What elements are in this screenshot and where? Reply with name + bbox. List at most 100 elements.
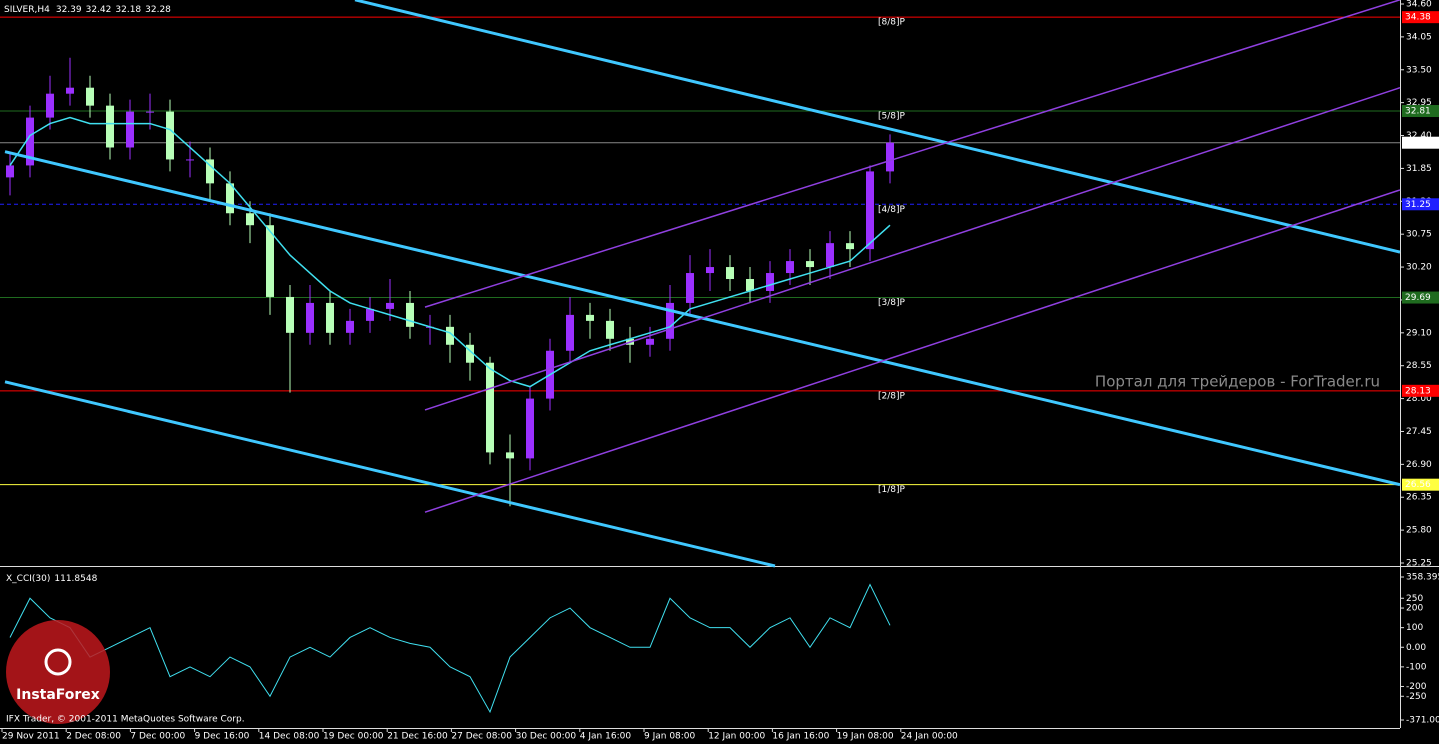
x-tick-label: 27 Dec 08:00 — [451, 732, 512, 742]
candle-body — [26, 117, 34, 166]
y-tick-label: 250 — [1406, 594, 1423, 604]
moving-average — [9, 116, 891, 388]
current-price-tag — [1402, 136, 1439, 149]
x-tick-label: 7 Dec 00:00 — [130, 732, 185, 742]
symbol-header: SILVER,H4 32.39 32.42 32.18 32.28 — [4, 5, 171, 15]
header-price: 32.18 — [115, 5, 141, 15]
trendline — [424, 0, 1401, 308]
candle-body — [246, 213, 254, 226]
candle-body — [286, 296, 294, 333]
y-tick-label: -250 — [1406, 692, 1427, 702]
logo: InstaForex — [6, 620, 110, 724]
y-tick-label: -371.002 — [1406, 716, 1439, 726]
indicator-name: X_CCI(30) — [6, 574, 50, 584]
candle-body — [346, 320, 354, 333]
candle-body — [46, 93, 54, 118]
y-tick-label: 34.05 — [1406, 32, 1432, 42]
candle-body — [826, 243, 834, 268]
candle-body — [606, 320, 614, 339]
level-tag — [1402, 198, 1439, 211]
level-tag — [1402, 11, 1439, 24]
candle-body — [266, 225, 274, 297]
y-tick-label: -100 — [1406, 662, 1427, 672]
y-tick-label: 28.55 — [1406, 361, 1432, 371]
level-label: [4/8]P — [878, 205, 906, 215]
level-label: [2/8]P — [878, 391, 906, 401]
candle-body — [666, 302, 674, 339]
candle-body — [726, 267, 734, 280]
x-tick-label: 9 Jan 08:00 — [644, 732, 696, 742]
candle-body — [846, 243, 854, 250]
y-tick-label: 30.20 — [1406, 263, 1432, 273]
candle-body — [6, 165, 14, 178]
y-tick-label: 32.95 — [1406, 98, 1432, 108]
candle-body — [686, 273, 694, 303]
candle-body — [226, 183, 234, 214]
header-price: 32.42 — [86, 5, 112, 15]
watermark: Портал для трейдеров - ForTrader.ru — [1095, 373, 1380, 391]
y-tick-label: 29.10 — [1406, 328, 1432, 338]
y-tick-label: 26.35 — [1406, 493, 1432, 503]
candle-body — [466, 344, 474, 363]
y-tick-label: -200 — [1406, 682, 1427, 692]
logo-text: InstaForex — [16, 687, 100, 703]
symbol: SILVER,H4 — [4, 5, 50, 15]
candle-body — [866, 171, 874, 250]
candle-body — [386, 302, 394, 309]
trendline — [424, 189, 1401, 513]
y-tick-label: 33.50 — [1406, 65, 1432, 75]
logo-badge — [6, 620, 110, 724]
level-label: [8/8]P — [878, 18, 906, 28]
level-tag-label: 26.56 — [1405, 480, 1431, 490]
level-label: [3/8]P — [878, 298, 906, 308]
level-tag-label: 34.38 — [1405, 13, 1431, 23]
level-tag-label: 28.13 — [1405, 386, 1431, 396]
candle-body — [506, 452, 514, 459]
candle-body — [146, 111, 154, 113]
candle-body — [106, 105, 114, 148]
x-tick-label: 12 Jan 00:00 — [708, 732, 765, 742]
y-tick-label: 25.25 — [1406, 559, 1432, 569]
x-tick-label: 14 Dec 08:00 — [259, 732, 320, 742]
level-tag — [1402, 291, 1439, 304]
x-tick-label: 21 Dec 16:00 — [387, 732, 448, 742]
level-tag — [1402, 478, 1439, 491]
candle-body — [326, 302, 334, 333]
level-label: [5/8]P — [878, 112, 906, 122]
level-label: [1/8]P — [878, 485, 906, 495]
header-price: 32.28 — [145, 5, 171, 15]
candle-body — [126, 111, 134, 148]
y-tick-label: 27.45 — [1406, 427, 1432, 437]
candle-body — [206, 159, 214, 184]
candle-body — [566, 314, 574, 351]
level-tag-label: 31.25 — [1405, 200, 1431, 210]
trendline — [424, 86, 1401, 411]
candle-body — [646, 338, 654, 345]
y-tick-label: 31.85 — [1406, 164, 1432, 174]
candle-body — [526, 398, 534, 459]
level-tag — [1402, 384, 1439, 397]
candle-body — [486, 362, 494, 453]
candle-body — [406, 302, 414, 327]
candle-body — [66, 87, 74, 94]
cci-line — [9, 583, 891, 714]
x-tick-label: 30 Dec 00:00 — [516, 732, 577, 742]
candle-body — [586, 314, 594, 321]
y-tick-label: 200 — [1406, 604, 1423, 614]
current-price-label: 32.28 — [1405, 138, 1431, 148]
x-tick-label: 9 Dec 16:00 — [195, 732, 250, 742]
x-tick-label: 19 Jan 08:00 — [837, 732, 894, 742]
y-tick-label: 34.60 — [1406, 0, 1432, 10]
candle-body — [746, 279, 754, 291]
indicator-header: X_CCI(30) 111.8548 — [6, 574, 98, 584]
level-tag — [1402, 105, 1439, 118]
y-tick-label: 25.80 — [1406, 526, 1432, 536]
x-tick-label: 19 Dec 00:00 — [323, 732, 384, 742]
y-tick-label: 100 — [1406, 623, 1423, 633]
y-tick-label: 26.90 — [1406, 460, 1432, 470]
x-tick-label: 24 Jan 00:00 — [901, 732, 958, 742]
candle-body — [786, 261, 794, 274]
candle-body — [166, 111, 174, 160]
x-tick-label: 2 Dec 08:00 — [66, 732, 121, 742]
